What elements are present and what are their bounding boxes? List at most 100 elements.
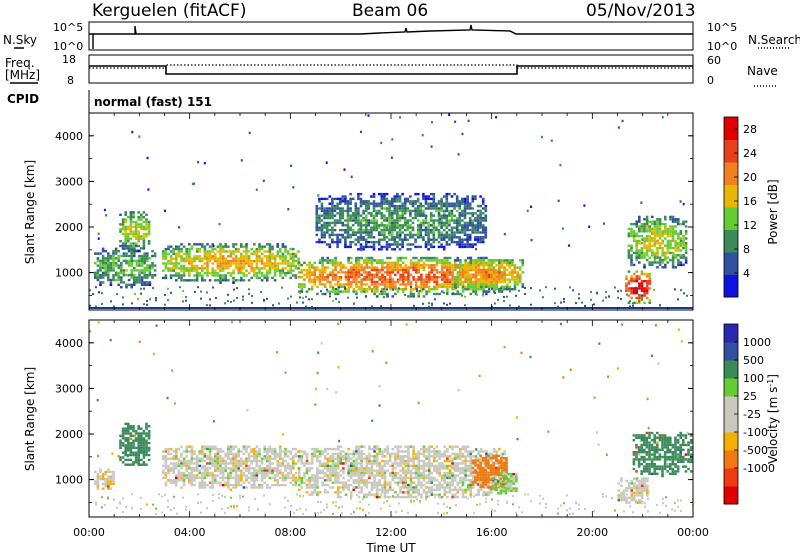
echo-cell bbox=[399, 266, 402, 269]
echo-cell bbox=[142, 232, 146, 236]
echo-cell bbox=[347, 479, 350, 482]
echo-cell bbox=[201, 474, 204, 477]
echo-cell bbox=[495, 280, 499, 284]
echo-cell bbox=[219, 274, 222, 277]
echo-cell bbox=[658, 227, 662, 231]
echo-cell bbox=[347, 259, 350, 262]
echo-cell bbox=[211, 459, 214, 463]
echo-cell bbox=[175, 264, 178, 268]
echo-cell bbox=[145, 218, 148, 221]
echo-cell bbox=[391, 285, 395, 288]
echo-cell bbox=[279, 471, 282, 475]
echo-cell bbox=[234, 474, 238, 477]
echo-cell bbox=[422, 197, 425, 201]
echo-cell bbox=[229, 274, 233, 277]
echo-cell bbox=[146, 274, 149, 277]
echo-cell bbox=[104, 264, 107, 267]
echo-cell bbox=[498, 259, 501, 262]
echo-cell bbox=[409, 236, 412, 239]
power-colorbar-segment-4 bbox=[724, 184, 738, 208]
echo-cell bbox=[121, 444, 125, 447]
echo-cell bbox=[245, 474, 248, 477]
echo-cell bbox=[481, 240, 485, 244]
echo-cell bbox=[368, 474, 371, 477]
echo-cell bbox=[268, 467, 272, 470]
nsky-trace bbox=[89, 24, 693, 49]
echo-cell bbox=[469, 256, 473, 260]
echo-cell bbox=[352, 469, 356, 472]
echo-cell bbox=[349, 216, 352, 220]
echo-cell bbox=[677, 244, 680, 247]
echo-cell bbox=[368, 273, 371, 276]
echo-cell bbox=[188, 476, 191, 480]
echo-cell bbox=[242, 474, 246, 477]
echo-cell bbox=[245, 476, 248, 480]
echo-cell bbox=[190, 257, 194, 260]
echo-cell bbox=[671, 254, 675, 257]
echo-cell bbox=[318, 276, 322, 279]
echo-cell bbox=[640, 230, 644, 233]
echo-cell bbox=[224, 262, 227, 265]
echo-cell bbox=[364, 216, 368, 220]
echo-cell bbox=[328, 233, 332, 237]
echo-cell bbox=[365, 459, 369, 463]
echo-cell bbox=[459, 276, 462, 279]
echo-cell bbox=[203, 257, 207, 260]
echo-cell bbox=[443, 276, 447, 279]
echo-cell bbox=[145, 446, 148, 450]
echo-cell bbox=[99, 276, 102, 279]
echo-cell bbox=[221, 250, 225, 253]
echo-cell bbox=[477, 278, 480, 281]
echo-cell bbox=[336, 243, 339, 246]
echo-cell bbox=[381, 471, 384, 475]
echo-cell bbox=[107, 278, 110, 282]
echo-cell bbox=[445, 231, 449, 234]
echo-cell bbox=[391, 266, 395, 269]
echo-cell bbox=[351, 214, 355, 217]
echo-cell bbox=[316, 459, 319, 463]
echo-cell bbox=[357, 479, 361, 482]
echo-cell bbox=[516, 278, 519, 281]
echo-cell bbox=[169, 262, 173, 265]
echo-cell bbox=[214, 269, 217, 272]
echo-cell bbox=[172, 471, 175, 475]
echo-cell bbox=[286, 476, 290, 480]
echo-cell bbox=[381, 452, 384, 456]
echo-cell bbox=[386, 495, 389, 499]
echo-cell bbox=[355, 285, 358, 288]
echo-cell bbox=[331, 216, 334, 220]
echo-cell bbox=[344, 231, 347, 234]
echo-cell bbox=[433, 288, 436, 291]
echo-cell bbox=[292, 259, 295, 263]
echo-cell bbox=[329, 479, 332, 482]
echo-cell bbox=[355, 469, 358, 472]
echo-cell bbox=[193, 243, 196, 246]
echo-cell bbox=[674, 242, 677, 245]
echo-cell bbox=[140, 225, 143, 228]
beam-title: Beam 06 bbox=[352, 1, 429, 21]
echo-cell bbox=[193, 467, 196, 470]
echo-cell bbox=[362, 278, 366, 281]
echo-cell bbox=[162, 276, 165, 280]
echo-cell bbox=[456, 273, 460, 276]
noise-cell bbox=[399, 116, 402, 119]
echo-cell bbox=[448, 238, 451, 241]
echo-cell bbox=[482, 261, 486, 264]
echo-cell bbox=[645, 225, 649, 228]
freq-trace bbox=[89, 65, 693, 75]
echo-cell bbox=[429, 219, 433, 222]
echo-cell bbox=[175, 271, 178, 275]
echo-cell bbox=[164, 274, 168, 277]
echo-cell bbox=[316, 266, 319, 269]
echo-cell bbox=[446, 276, 449, 279]
nave-tick-high: 60 bbox=[707, 54, 721, 67]
echo-cell bbox=[365, 259, 369, 262]
echo-cell bbox=[391, 268, 395, 272]
cpid-value: normal (fast) 151 bbox=[94, 95, 212, 109]
echo-cell bbox=[240, 469, 243, 472]
echo-cell bbox=[229, 271, 233, 275]
echo-cell bbox=[355, 268, 358, 272]
echo-cell bbox=[169, 447, 173, 451]
echo-cell bbox=[648, 239, 651, 243]
echo-cell bbox=[303, 462, 306, 465]
